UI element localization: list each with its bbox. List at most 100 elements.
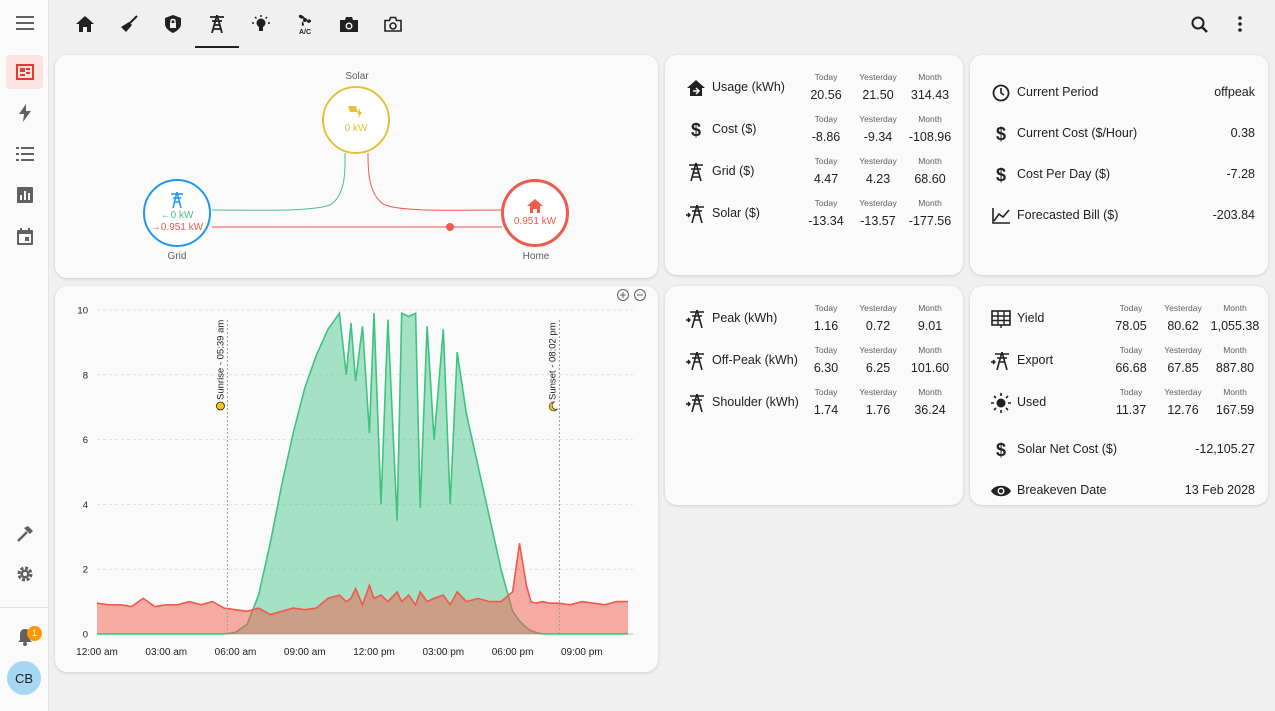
transmission-tower-icon[interactable] [195, 6, 239, 48]
transmission-tower-export-icon [990, 350, 1012, 372]
sun-icon [216, 401, 225, 411]
gear-icon[interactable] [6, 557, 43, 591]
stat-value: 21.50 [862, 88, 894, 102]
energy-chart[interactable]: 0 2 4 6 8 10 12:00 am 03:00 am 06:00 am 09:00 am 1… [55, 286, 658, 672]
stat-value: 167.59 [1215, 403, 1255, 417]
stat-row-breakeven: Breakeven Date 13 Feb 2028 [970, 472, 1268, 514]
col-header: Yesterday [1164, 387, 1202, 397]
stat-row-solar: Solar ($) Today -13.34 Yesterday -13.57 Mo… [665, 195, 963, 237]
series-area-grid [97, 543, 628, 634]
zoom-out-icon[interactable] [634, 289, 646, 301]
stat-value: -108.96 [908, 130, 952, 144]
col-header: Month [918, 198, 942, 208]
stat-value: 0.38 [1230, 126, 1255, 140]
stat-value: 80.62 [1167, 319, 1199, 333]
stat-value: -177.56 [908, 214, 952, 228]
broom-icon[interactable] [108, 6, 150, 42]
x-tick-label: 06:00 am [215, 647, 257, 658]
avatar[interactable]: CB [7, 661, 41, 695]
annotation-sunrise: Sunrise - 05:39 am [215, 320, 226, 400]
svg-text:A/C: A/C [299, 29, 311, 35]
col-header: Month [1223, 345, 1247, 355]
transmission-tower-icon [685, 392, 707, 414]
stat-row-current-cost: $ Current Cost ($/Hour) 0.38 [970, 115, 1268, 157]
stat-label: Cost Per Day ($) [1017, 167, 1111, 181]
home-node[interactable]: 0.951 kW [501, 179, 569, 247]
stat-row-cost-per-day: $ Cost Per Day ($) -7.28 [970, 156, 1268, 198]
stat-row-grid: Grid ($) Today 4.47 Yesterday 4.23 Month 68… [665, 153, 963, 195]
col-header: Yesterday [859, 114, 897, 124]
col-header: Month [918, 387, 942, 397]
stat-value: 11.37 [1115, 403, 1147, 417]
solar-node[interactable]: 0 kW [322, 86, 390, 154]
y-tick-label: 4 [83, 500, 88, 511]
stat-value: offpeak [1214, 85, 1255, 99]
col-header: Yesterday [859, 303, 897, 313]
chart-icon[interactable] [6, 178, 43, 212]
list-icon[interactable] [6, 137, 43, 171]
air-conditioner-icon[interactable]: A/C [284, 6, 326, 42]
x-tick-label: 03:00 pm [422, 647, 464, 658]
col-header: Yesterday [859, 156, 897, 166]
search-icon[interactable] [1185, 10, 1213, 38]
series-line-grid [96, 543, 628, 616]
period-card: Current Period offpeak $ Current Cost ($… [970, 55, 1268, 275]
home-label: Home [522, 251, 550, 262]
x-tick-label: 09:00 pm [561, 647, 603, 658]
stat-value: -13.34 [808, 214, 844, 228]
menu-icon[interactable] [6, 6, 43, 40]
stat-row-cost: $ Cost ($) Today -8.86 Yesterday -9.34 Mon… [665, 111, 963, 153]
col-header: Today [814, 387, 838, 397]
col-header: Month [918, 72, 942, 82]
more-vert-icon[interactable] [1226, 10, 1254, 38]
col-header: Today [814, 72, 838, 82]
stat-row-solar-net-cost: $ Solar Net Cost ($) -12,105.27 [970, 431, 1268, 473]
stat-value: 4.47 [813, 172, 839, 186]
hammer-icon[interactable] [6, 517, 43, 551]
dashboard-icon[interactable] [6, 55, 43, 89]
camera-icon[interactable] [328, 6, 370, 42]
col-header: Today [1119, 303, 1143, 313]
lightbulb-icon[interactable] [240, 6, 282, 42]
flow-lines [211, 152, 503, 231]
annotation-sunset: Sunset - 08:02 pm [547, 322, 558, 400]
y-tick-label: 0 [83, 630, 88, 641]
shield-lock-icon[interactable] [152, 6, 194, 42]
stat-row-off-peak: Off-Peak (kWh) Today 6.30 Yesterday 6.25 M… [665, 342, 963, 384]
calendar-icon[interactable] [6, 219, 43, 253]
col-header: Month [918, 114, 942, 124]
transmission-tower-icon [685, 350, 707, 372]
transmission-tower-icon [685, 308, 707, 330]
camera-outline-icon[interactable] [372, 6, 414, 42]
zoom-in-icon[interactable] [617, 289, 629, 301]
col-header: Today [1119, 387, 1143, 397]
eye-icon [990, 480, 1012, 502]
stat-row-usage: Usage (kWh) Today 20.56 Yesterday 21.50 Mo… [665, 69, 963, 111]
col-header: Yesterday [859, 72, 897, 82]
grid-node[interactable]: ←0 kW →0.951 kW [143, 179, 211, 247]
y-tick-label: 6 [83, 435, 88, 446]
stat-value: 9.01 [917, 319, 943, 333]
col-header: Today [814, 198, 838, 208]
transmission-tower-icon [171, 192, 183, 208]
stat-value: 887.80 [1215, 361, 1255, 375]
stat-value: 314.43 [910, 88, 950, 102]
stat-label: Usage (kWh) [712, 80, 785, 94]
series-area-solar [97, 313, 628, 634]
stat-label: Shoulder (kWh) [712, 395, 799, 409]
lightning-icon[interactable] [6, 96, 43, 130]
usage-card: Usage (kWh) Today 20.56 Yesterday 21.50 Mo… [665, 55, 963, 275]
sun-icon [990, 392, 1012, 414]
home-icon[interactable] [64, 6, 106, 42]
dollar-icon: $ [995, 164, 1006, 185]
solar-power-icon [348, 105, 362, 119]
stat-label: Forecasted Bill ($) [1017, 208, 1119, 222]
col-header: Yesterday [859, 198, 897, 208]
stat-row-current-period: Current Period offpeak [970, 74, 1268, 116]
stat-value: 1,055.38 [1210, 319, 1260, 333]
stat-label: Breakeven Date [1017, 483, 1107, 497]
stat-label: Current Period [1017, 85, 1099, 99]
stat-value: 67.85 [1167, 361, 1199, 375]
transmission-tower-icon [685, 161, 707, 183]
stat-value: 20.56 [810, 88, 842, 102]
